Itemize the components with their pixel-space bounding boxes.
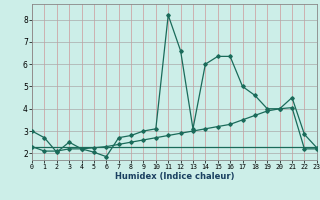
X-axis label: Humidex (Indice chaleur): Humidex (Indice chaleur) [115,172,234,181]
